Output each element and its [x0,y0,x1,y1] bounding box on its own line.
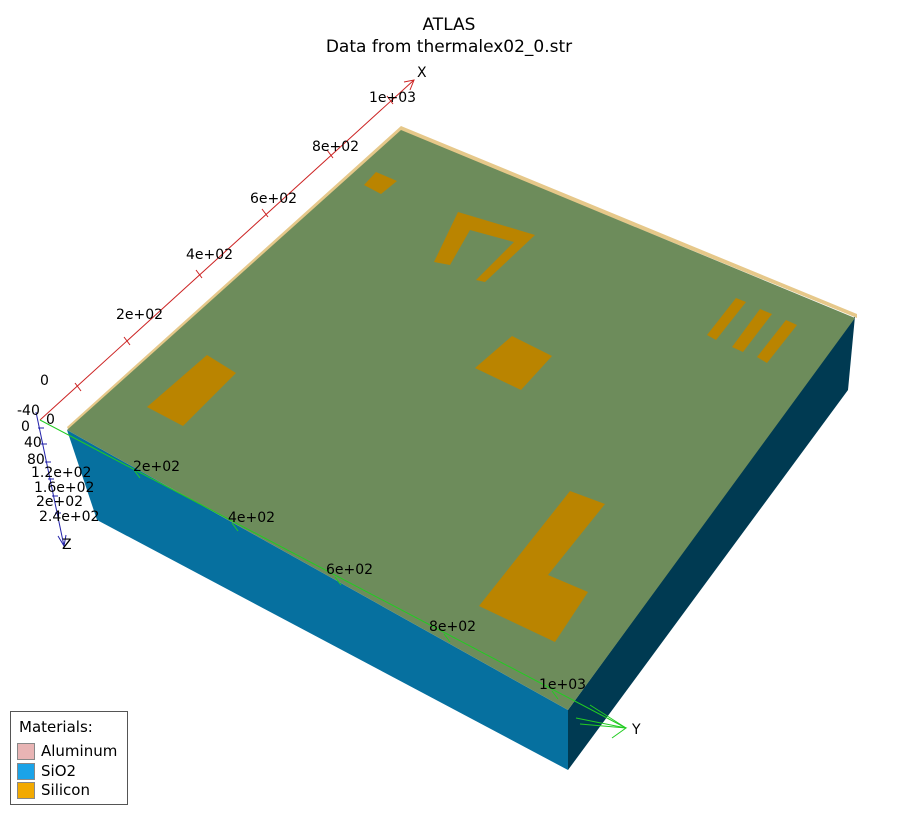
metal-pads [147,172,797,642]
z-tick-3: 80 [27,452,45,468]
aluminum-swatch [17,743,35,760]
pad-left-rect [147,355,236,426]
x-axis [39,79,415,421]
x-tick-0: 0 [40,373,49,389]
subtitle-text: Data from thermalex02_0.str [325,37,573,57]
block-top-face [67,130,855,710]
pad-strip-2 [732,309,772,352]
legend-title: Materials: [19,718,93,736]
pad-u-shape [434,212,535,282]
z-tick-2: 40 [24,435,42,451]
y-tick-0: 0 [46,412,55,428]
legend-label: Aluminum [41,742,118,760]
x-axis-label: X [417,65,427,81]
pad-strip-1 [707,298,746,340]
y-tick-1: 2e+02 [133,459,180,475]
x-tick-3: 6e+02 [250,191,297,207]
y-tick-4: 8e+02 [429,619,476,635]
y-tick-5: 1e+03 [539,677,586,693]
x-tick-5: 1e+03 [369,90,416,106]
z-tick-6: 2e+02 [36,494,83,510]
y-axis-label: Y [631,722,641,738]
block-front-face [67,430,568,770]
z-axis-label: Z [62,537,72,553]
z-tick-7: 2.4e+02 [39,509,99,525]
z-tick-1: 0 [21,419,30,435]
legend-label: SiO2 [41,762,77,780]
block-right-face [568,316,855,770]
y-tick-3: 6e+02 [326,562,373,578]
pad-center-square [475,336,552,390]
pad-strip-3 [757,320,797,363]
x-tick-2: 4e+02 [186,247,233,263]
title-text: ATLAS [422,15,476,35]
z-tick-5: 1.6e+02 [34,480,94,496]
x-tick-1: 2e+02 [116,307,163,323]
z-tick-4: 1.2e+02 [31,465,91,481]
silicon-swatch [17,782,35,799]
y-tick-2: 4e+02 [228,510,275,526]
legend-label: Silicon [41,781,90,799]
y-axis [39,419,628,739]
sio2-swatch [17,763,35,780]
materials-legend: Materials: Aluminum SiO2 Silicon [10,711,128,805]
x-tick-4: 8e+02 [312,139,359,155]
z-tick-0: -40 [17,403,40,419]
z-axis [35,411,67,548]
pad-l-shape [479,491,605,642]
pad-small-square [364,172,397,194]
plot-title: ATLAS Data from thermalex02_0.str [0,14,898,58]
